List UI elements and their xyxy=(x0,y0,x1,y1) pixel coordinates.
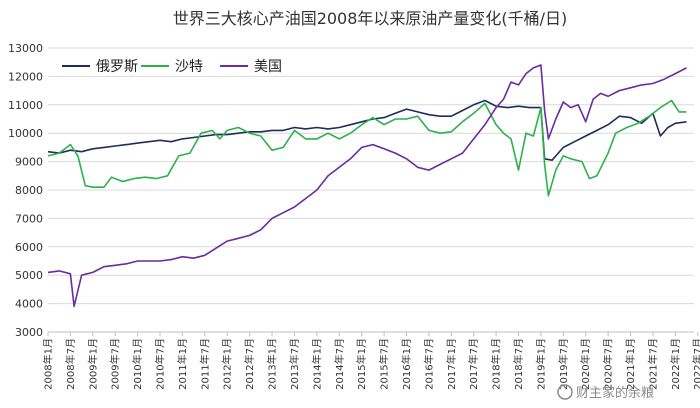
x-tick-label: 2019年7月 xyxy=(557,338,570,390)
y-tick-label: 6000 xyxy=(15,241,43,254)
x-tick-label: 2008年7月 xyxy=(64,338,77,390)
y-tick-label: 9000 xyxy=(15,156,43,169)
x-tick-label: 2009年1月 xyxy=(86,338,99,390)
x-tick-label: 2017年1月 xyxy=(445,338,458,390)
x-tick-label: 2010年1月 xyxy=(131,338,144,390)
x-tick-label: 2019年1月 xyxy=(534,338,547,390)
x-tick-label: 2013年7月 xyxy=(288,338,301,390)
x-tick-label: 2012年1月 xyxy=(221,338,234,390)
y-tick-label: 13000 xyxy=(8,42,43,55)
series-line-2 xyxy=(47,64,687,308)
x-tick-label: 2015年7月 xyxy=(378,338,391,390)
series-line-0 xyxy=(47,99,687,161)
y-tick-label: 4000 xyxy=(15,298,43,311)
x-tick-label: 2013年1月 xyxy=(266,338,279,390)
x-tick-label: 2022年7月 xyxy=(691,338,700,390)
x-tick-label: 2018年1月 xyxy=(490,338,503,390)
x-tick-label: 2008年1月 xyxy=(42,338,55,390)
x-tick-label: 2021年1月 xyxy=(624,338,637,390)
x-tick-label: 2011年1月 xyxy=(176,338,189,390)
x-tick-label: 2009年7月 xyxy=(109,338,122,390)
y-tick-label: 3000 xyxy=(15,326,43,339)
legend-label: 沙特 xyxy=(175,59,203,75)
y-tick-label: 12000 xyxy=(8,70,43,83)
y-tick-label: 11000 xyxy=(8,99,43,112)
x-tick-label: 2010年7月 xyxy=(154,338,167,390)
x-tick-label: 2012年7月 xyxy=(243,338,256,390)
watermark: 财主家的余粮 xyxy=(557,384,654,401)
gridlines xyxy=(48,47,694,333)
x-tick-label: 2016年1月 xyxy=(400,338,413,390)
series-lines xyxy=(47,64,687,308)
x-tick-label: 2020年7月 xyxy=(602,338,615,390)
legend: 俄罗斯 沙特 美国 xyxy=(62,59,282,75)
x-tick-label: 2020年1月 xyxy=(579,338,592,390)
x-tick-label: 2014年1月 xyxy=(310,338,323,390)
legend-label: 美国 xyxy=(254,59,282,75)
x-tick-label: 2017年7月 xyxy=(467,338,480,390)
x-axis: 2008年1月 2008年7月 2009年1月 2009年7月 2010年1月 2010年… xyxy=(42,331,700,390)
x-tick-label: 2011年7月 xyxy=(198,338,211,390)
x-tick-label: 2022年1月 xyxy=(669,338,682,390)
watermark-text: 财主家的余粮 xyxy=(576,385,654,401)
x-tick-label: 2015年1月 xyxy=(355,338,368,390)
x-tick-label: 2021年7月 xyxy=(646,338,659,390)
legend-label: 俄罗斯 xyxy=(96,59,138,75)
y-tick-label: 8000 xyxy=(15,184,43,197)
y-tick-label: 7000 xyxy=(15,212,43,225)
x-tick-label: 2018年7月 xyxy=(512,338,525,390)
y-tick-label: 5000 xyxy=(15,269,43,282)
x-tick-label: 2016年7月 xyxy=(422,338,435,390)
watermark-icon xyxy=(557,384,573,400)
y-axis: 3000 4000 5000 6000 7000 8000 9000 10000 11000 12… xyxy=(8,42,43,339)
y-tick-label: 10000 xyxy=(8,127,43,140)
series-line-1 xyxy=(47,99,687,197)
x-tick-label: 2014年7月 xyxy=(333,338,346,390)
chart-title: 世界三大核心产油国2008年以来原油产量变化(千桶/日) xyxy=(173,9,568,28)
